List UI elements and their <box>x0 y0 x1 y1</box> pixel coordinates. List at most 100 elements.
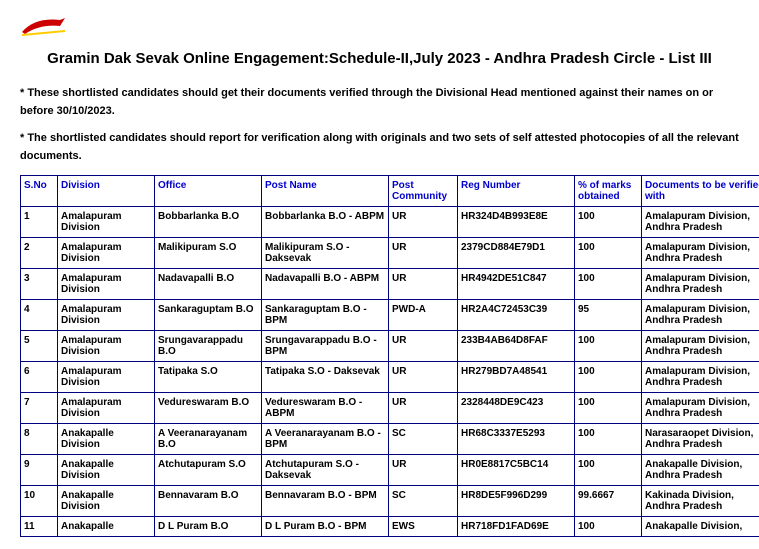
cell-post_name: Vedureswaram B.O - ABPM <box>262 393 389 424</box>
cell-community: SC <box>389 424 458 455</box>
cell-sno: 6 <box>21 362 58 393</box>
cell-sno: 1 <box>21 207 58 238</box>
cell-reg_number: HR8DE5F996D299 <box>458 486 575 517</box>
cell-post_name: Atchutapuram S.O - Daksevak <box>262 455 389 486</box>
header-office: Office <box>155 176 262 207</box>
cell-post_name: Srungavarappadu B.O - BPM <box>262 331 389 362</box>
header-postname: Post Name <box>262 176 389 207</box>
table-row: 7Amalapuram DivisionVedureswaram B.OVedu… <box>21 393 759 424</box>
cell-post_name: A Veeranarayanam B.O - BPM <box>262 424 389 455</box>
cell-post_name: Tatipaka S.O - Daksevak <box>262 362 389 393</box>
cell-sno: 8 <box>21 424 58 455</box>
cell-docs: Amalapuram Division, Andhra Pradesh <box>642 331 759 362</box>
cell-docs: Amalapuram Division, Andhra Pradesh <box>642 269 759 300</box>
cell-marks: 100 <box>575 362 642 393</box>
header-marks: % of marks obtained <box>575 176 642 207</box>
cell-sno: 10 <box>21 486 58 517</box>
cell-office: Sankaraguptam B.O <box>155 300 262 331</box>
note-2: * The shortlisted candidates should repo… <box>20 130 739 165</box>
table-row: 8Anakapalle DivisionA Veeranarayanam B.O… <box>21 424 759 455</box>
cell-division: Amalapuram Division <box>58 269 155 300</box>
cell-reg_number: 2379CD884E79D1 <box>458 238 575 269</box>
cell-division: Amalapuram Division <box>58 238 155 269</box>
table-row: 2Amalapuram DivisionMalikipuram S.OMalik… <box>21 238 759 269</box>
cell-docs: Narasaraopet Division, Andhra Pradesh <box>642 424 759 455</box>
cell-sno: 5 <box>21 331 58 362</box>
table-row: 6Amalapuram DivisionTatipaka S.OTatipaka… <box>21 362 759 393</box>
cell-post_name: D L Puram B.O - BPM <box>262 517 389 537</box>
logo-area <box>20 12 739 40</box>
cell-community: UR <box>389 269 458 300</box>
header-docs: Documents to be verified with <box>642 176 759 207</box>
table-row: 10Anakapalle DivisionBennavaram B.OBenna… <box>21 486 759 517</box>
cell-docs: Amalapuram Division, Andhra Pradesh <box>642 393 759 424</box>
cell-office: Nadavapalli B.O <box>155 269 262 300</box>
cell-office: A Veeranarayanam B.O <box>155 424 262 455</box>
cell-reg_number: HR718FD1FAD69E <box>458 517 575 537</box>
cell-division: Amalapuram Division <box>58 362 155 393</box>
table-row: 9Anakapalle DivisionAtchutapuram S.OAtch… <box>21 455 759 486</box>
cell-marks: 100 <box>575 238 642 269</box>
cell-docs: Anakapalle Division, <box>642 517 759 537</box>
candidates-table: S.No Division Office Post Name Post Comm… <box>20 175 759 537</box>
cell-marks: 95 <box>575 300 642 331</box>
cell-marks: 100 <box>575 517 642 537</box>
cell-reg_number: HR2A4C72453C39 <box>458 300 575 331</box>
page-title: Gramin Dak Sevak Online Engagement:Sched… <box>20 50 739 67</box>
cell-post_name: Sankaraguptam B.O - BPM <box>262 300 389 331</box>
cell-community: PWD-A <box>389 300 458 331</box>
india-post-logo <box>20 12 80 40</box>
cell-docs: Amalapuram Division, Andhra Pradesh <box>642 362 759 393</box>
cell-sno: 4 <box>21 300 58 331</box>
cell-docs: Anakapalle Division, Andhra Pradesh <box>642 455 759 486</box>
cell-community: UR <box>389 238 458 269</box>
cell-sno: 11 <box>21 517 58 537</box>
cell-division: Amalapuram Division <box>58 393 155 424</box>
cell-marks: 100 <box>575 393 642 424</box>
cell-division: Amalapuram Division <box>58 300 155 331</box>
header-regnumber: Reg Number <box>458 176 575 207</box>
cell-division: Anakapalle Division <box>58 486 155 517</box>
cell-post_name: Malikipuram S.O - Daksevak <box>262 238 389 269</box>
cell-marks: 100 <box>575 424 642 455</box>
cell-sno: 3 <box>21 269 58 300</box>
table-row: 4Amalapuram DivisionSankaraguptam B.OSan… <box>21 300 759 331</box>
cell-docs: Amalapuram Division, Andhra Pradesh <box>642 300 759 331</box>
header-sno: S.No <box>21 176 58 207</box>
cell-office: Bobbarlanka B.O <box>155 207 262 238</box>
cell-marks: 100 <box>575 331 642 362</box>
table-row: 3Amalapuram DivisionNadavapalli B.ONadav… <box>21 269 759 300</box>
cell-office: Srungavarappadu B.O <box>155 331 262 362</box>
cell-office: D L Puram B.O <box>155 517 262 537</box>
table-row: 1Amalapuram DivisionBobbarlanka B.OBobba… <box>21 207 759 238</box>
cell-division: Amalapuram Division <box>58 331 155 362</box>
cell-reg_number: HR0E8817C5BC14 <box>458 455 575 486</box>
cell-office: Tatipaka S.O <box>155 362 262 393</box>
cell-docs: Amalapuram Division, Andhra Pradesh <box>642 207 759 238</box>
table-body: 1Amalapuram DivisionBobbarlanka B.OBobba… <box>21 207 759 537</box>
table-row: 5Amalapuram DivisionSrungavarappadu B.OS… <box>21 331 759 362</box>
cell-community: EWS <box>389 517 458 537</box>
cell-marks: 100 <box>575 207 642 238</box>
note-1: * These shortlisted candidates should ge… <box>20 85 739 120</box>
cell-sno: 7 <box>21 393 58 424</box>
header-community: Post Community <box>389 176 458 207</box>
cell-community: UR <box>389 393 458 424</box>
cell-docs: Amalapuram Division, Andhra Pradesh <box>642 238 759 269</box>
cell-division: Amalapuram Division <box>58 207 155 238</box>
cell-reg_number: 233B4AB64D8FAF <box>458 331 575 362</box>
cell-division: Anakapalle Division <box>58 424 155 455</box>
cell-community: UR <box>389 362 458 393</box>
header-division: Division <box>58 176 155 207</box>
cell-sno: 9 <box>21 455 58 486</box>
cell-marks: 100 <box>575 455 642 486</box>
cell-reg_number: HR279BD7A48541 <box>458 362 575 393</box>
table-row: 11AnakapalleD L Puram B.OD L Puram B.O -… <box>21 517 759 537</box>
cell-post_name: Bobbarlanka B.O - ABPM <box>262 207 389 238</box>
cell-post_name: Bennavaram B.O - BPM <box>262 486 389 517</box>
cell-community: SC <box>389 486 458 517</box>
cell-office: Malikipuram S.O <box>155 238 262 269</box>
cell-post_name: Nadavapalli B.O - ABPM <box>262 269 389 300</box>
cell-office: Vedureswaram B.O <box>155 393 262 424</box>
cell-community: UR <box>389 331 458 362</box>
